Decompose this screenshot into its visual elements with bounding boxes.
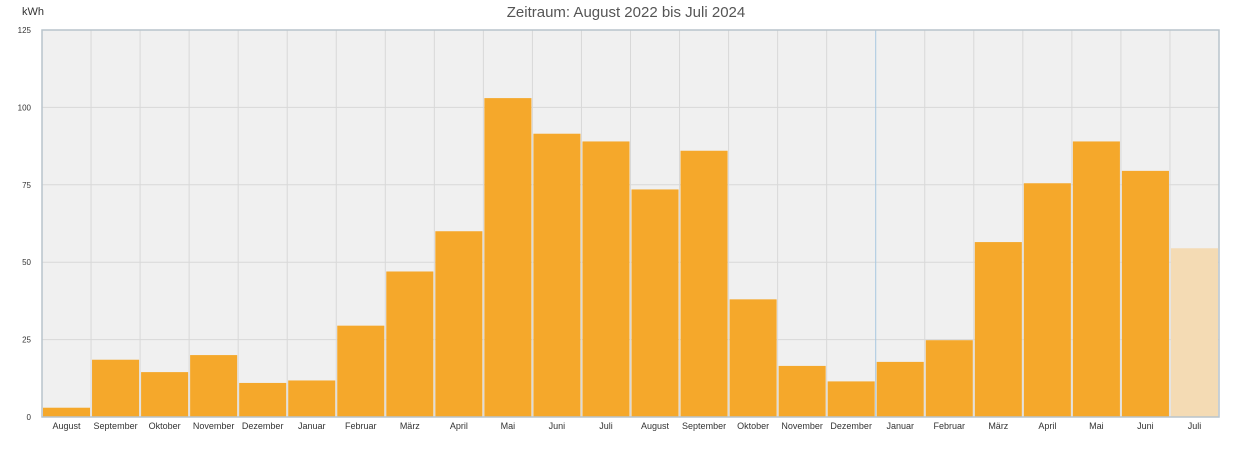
- y-tick-label-1: 25: [22, 336, 31, 345]
- x-axis-ticks: August September Oktober November Dezember Ja…: [53, 421, 1202, 431]
- x-tick-label-13: August: [641, 421, 670, 431]
- x-tick-label-2: September: [94, 421, 138, 431]
- x-tick-label-6: Januar: [298, 421, 326, 431]
- x-tick-label-7: Februar: [345, 421, 377, 431]
- x-tick-label-20: März: [988, 421, 1008, 431]
- bar-10[interactable]: [484, 98, 532, 417]
- x-tick-label-1: August: [53, 421, 82, 431]
- x-tick-label-3: Oktober: [149, 421, 181, 431]
- chart-title: Zeitraum: August 2022 bis Juli 2024: [507, 4, 745, 21]
- x-tick-label-5: Dezember: [242, 421, 284, 431]
- bar-21[interactable]: [1023, 183, 1071, 417]
- bar-14[interactable]: [680, 150, 728, 417]
- bar-5[interactable]: [239, 382, 287, 417]
- bar-16[interactable]: [778, 365, 826, 417]
- bar-group: [43, 98, 1218, 417]
- plot-frame: [41, 29, 1220, 418]
- y-tick-label-0: 0: [27, 413, 32, 422]
- x-tick-label-10: Mai: [501, 421, 516, 431]
- bar-12[interactable]: [582, 141, 630, 417]
- x-tick-label-4: November: [193, 421, 235, 431]
- bar-24[interactable]: [1170, 248, 1218, 417]
- bar-1[interactable]: [43, 407, 91, 417]
- x-tick-label-21: April: [1038, 421, 1056, 431]
- x-tick-label-14: September: [682, 421, 726, 431]
- x-tick-label-17: Dezember: [830, 421, 872, 431]
- y-axis-ticks: 0 25 50 75 100 125: [18, 26, 32, 422]
- y-axis-unit-label: kWh: [22, 6, 44, 18]
- bar-11[interactable]: [533, 133, 581, 417]
- bar-8[interactable]: [386, 271, 434, 417]
- x-tick-label-11: Juni: [549, 421, 566, 431]
- x-tick-label-15: Oktober: [737, 421, 769, 431]
- x-tick-label-8: März: [400, 421, 420, 431]
- bar-13[interactable]: [631, 189, 679, 417]
- bar-18[interactable]: [876, 361, 924, 417]
- y-tick-label-3: 75: [22, 181, 31, 190]
- bar-7[interactable]: [337, 325, 385, 417]
- x-tick-label-12: Juli: [599, 421, 613, 431]
- y-tick-label-5: 125: [18, 26, 32, 35]
- y-tick-label-2: 50: [22, 258, 31, 267]
- bar-6[interactable]: [288, 380, 336, 417]
- bar-22[interactable]: [1072, 141, 1120, 417]
- x-tick-label-19: Februar: [934, 421, 966, 431]
- bar-4[interactable]: [190, 355, 238, 417]
- x-tick-label-16: November: [781, 421, 823, 431]
- bar-15[interactable]: [729, 299, 777, 417]
- bar-2[interactable]: [92, 359, 140, 417]
- x-tick-label-9: April: [450, 421, 468, 431]
- bar-23[interactable]: [1121, 170, 1169, 417]
- y-tick-label-4: 100: [18, 103, 32, 112]
- bar-9[interactable]: [435, 231, 483, 417]
- bar-17[interactable]: [827, 381, 875, 417]
- bar-3[interactable]: [141, 372, 189, 417]
- bar-20[interactable]: [974, 242, 1022, 417]
- x-tick-label-18: Januar: [886, 421, 914, 431]
- x-tick-label-24: Juli: [1188, 421, 1202, 431]
- bar-19[interactable]: [925, 340, 973, 417]
- grid-lines: [42, 29, 1219, 418]
- x-tick-label-23: Juni: [1137, 421, 1154, 431]
- x-tick-label-22: Mai: [1089, 421, 1104, 431]
